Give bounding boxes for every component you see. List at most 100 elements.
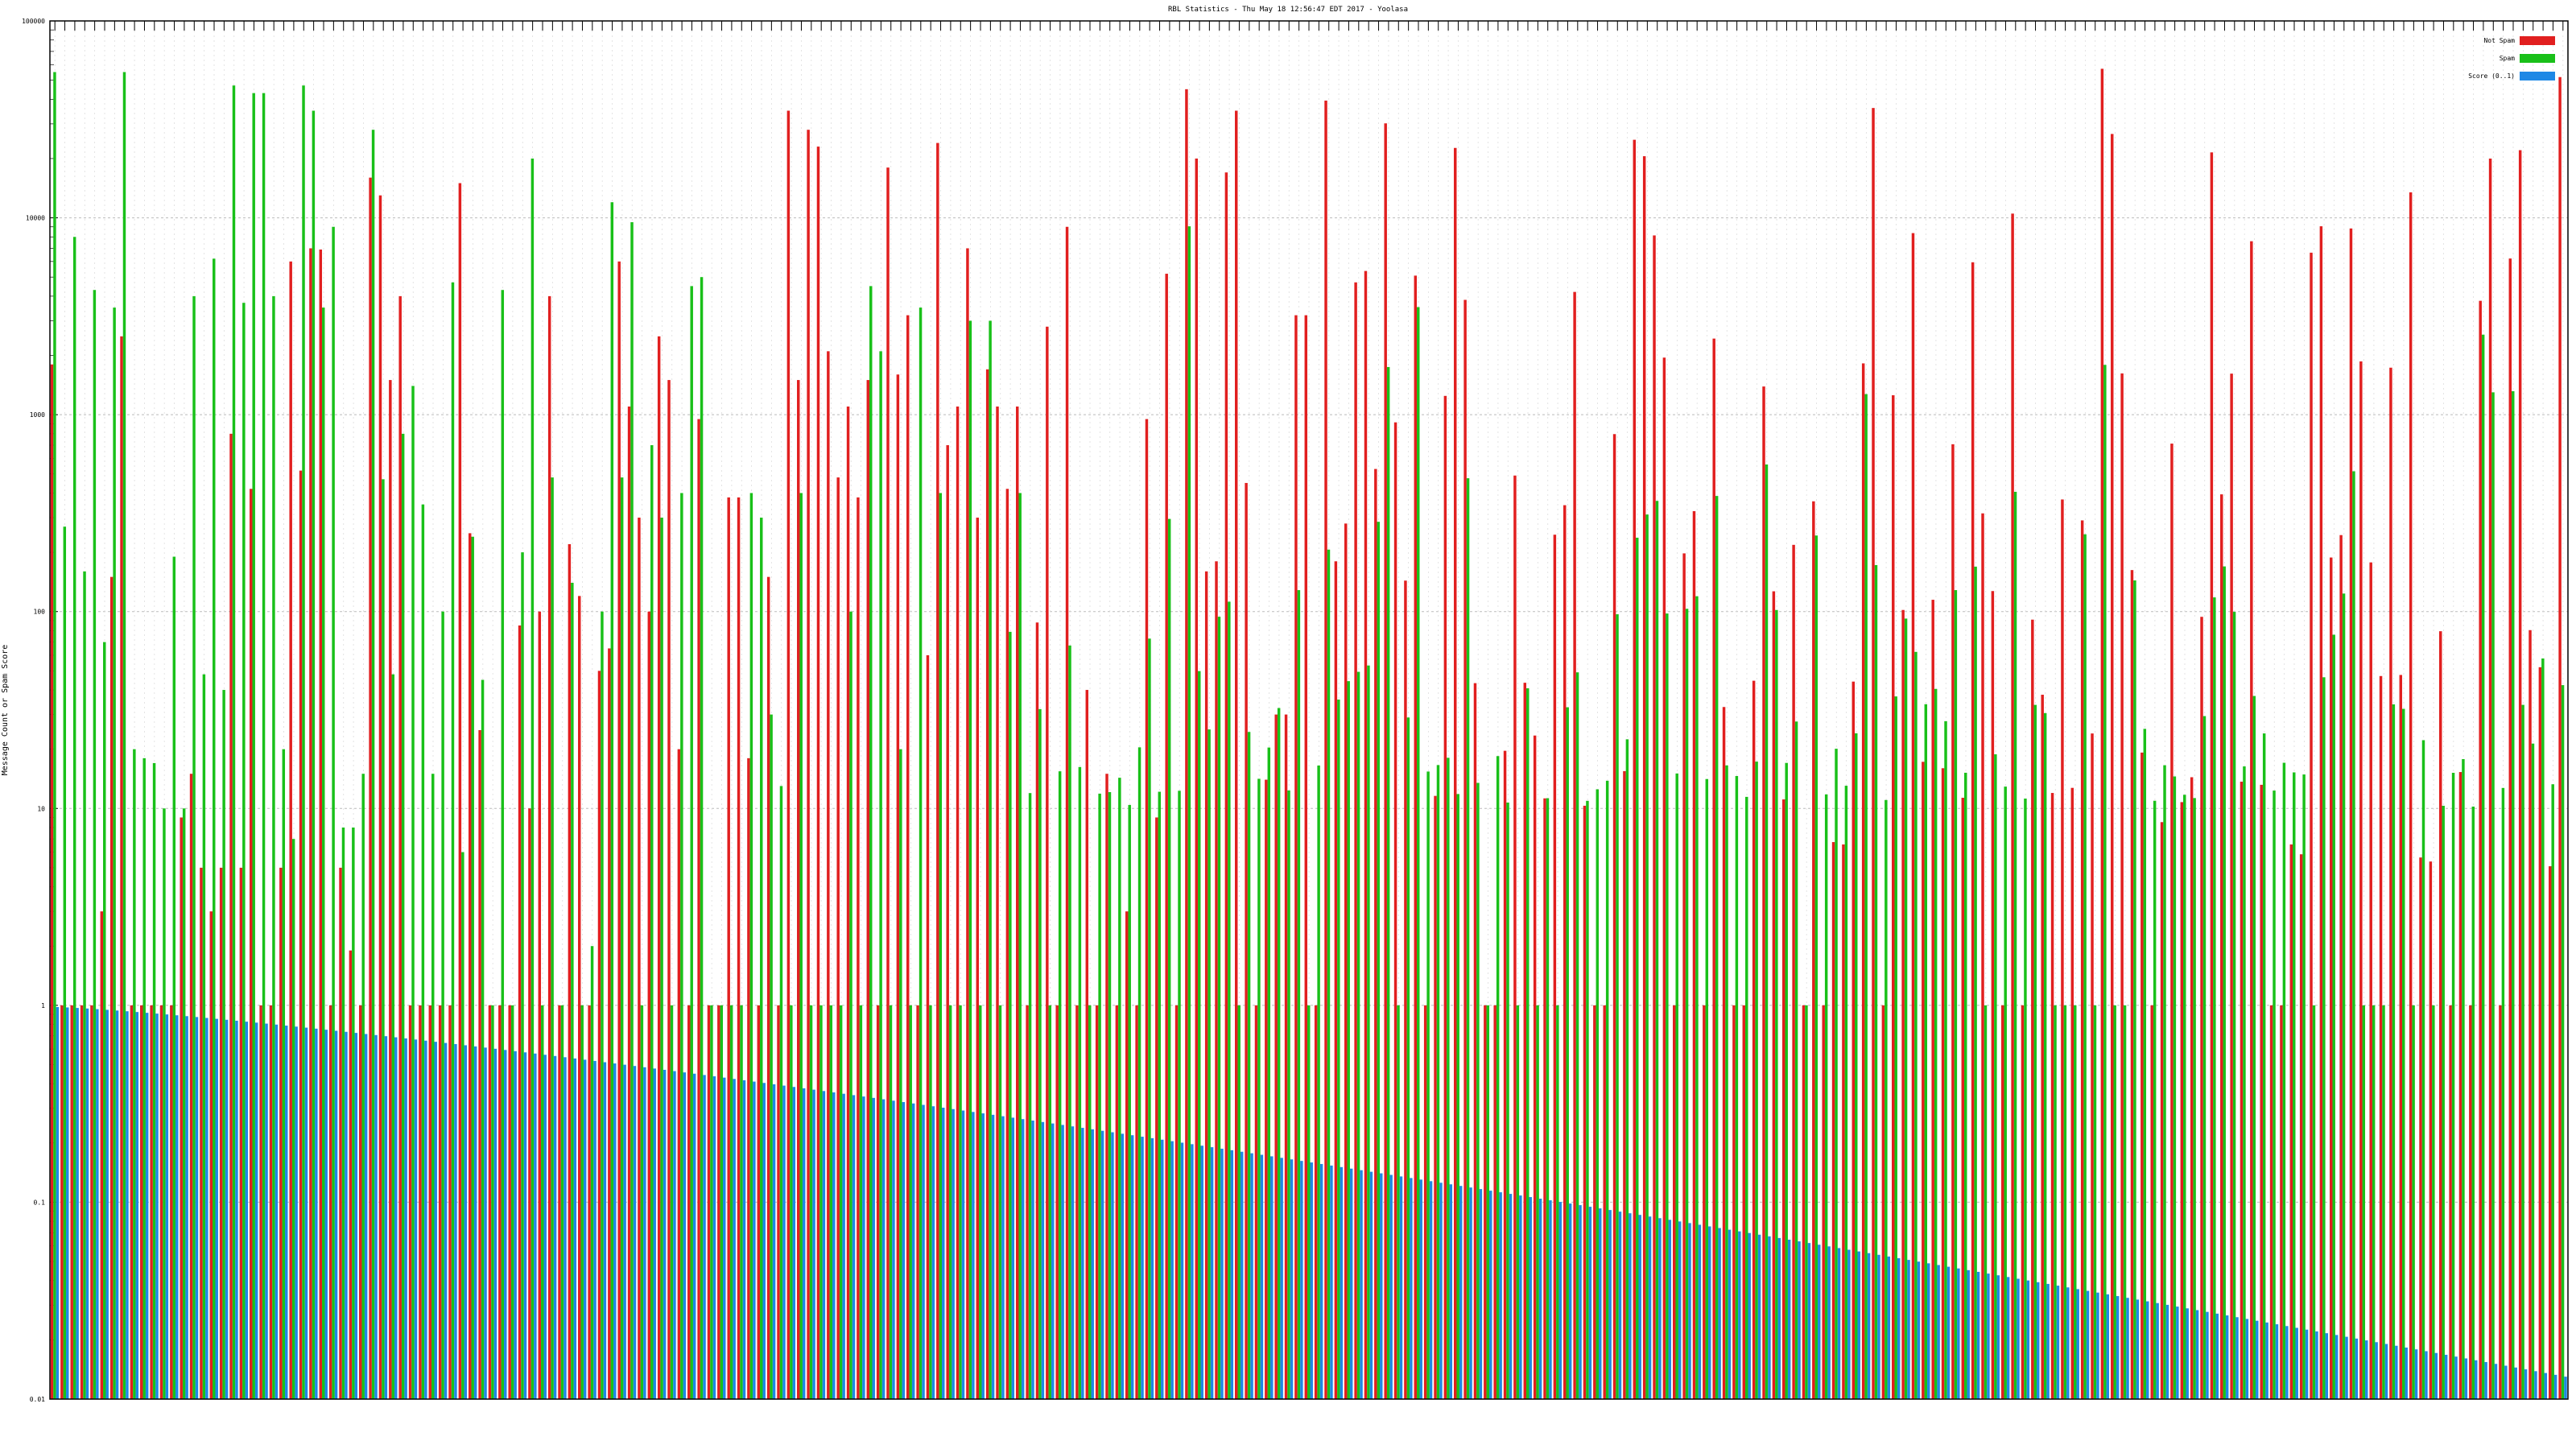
- bar-notspam: [608, 648, 611, 1399]
- bar-spam: [2561, 685, 2565, 1399]
- bar-notspam: [50, 364, 54, 1400]
- bar-spam: [1198, 671, 1201, 1399]
- bar-notspam: [2070, 787, 2074, 1399]
- bar-notspam: [180, 817, 183, 1399]
- chart-title: RBL Statistics - Thu May 18 12:56:47 EDT…: [1168, 6, 1408, 14]
- bar-score: [2056, 1286, 2060, 1399]
- bar-notspam: [1026, 1005, 1029, 1399]
- bar-score: [1439, 1183, 1443, 1399]
- bar-score: [1857, 1251, 1860, 1399]
- bar-score: [1708, 1226, 1711, 1399]
- bar-notspam: [2220, 494, 2223, 1399]
- bar-spam: [1605, 780, 1609, 1399]
- bar-score: [2334, 1335, 2339, 1399]
- bar-notspam: [707, 1005, 711, 1399]
- bar-notspam: [1732, 1005, 1736, 1399]
- bar-spam: [371, 130, 375, 1399]
- bar-notspam: [1633, 139, 1637, 1400]
- bar-score: [922, 1104, 925, 1399]
- bar-spam: [272, 295, 275, 1399]
- bar-notspam: [1692, 510, 1696, 1400]
- bar-spam: [849, 611, 852, 1399]
- bar-spam: [2342, 593, 2346, 1399]
- bar-notspam: [1046, 326, 1049, 1400]
- bar-score: [1021, 1119, 1025, 1399]
- bar-score: [334, 1030, 338, 1399]
- bar-notspam: [2529, 630, 2532, 1399]
- bar-score: [1629, 1213, 1632, 1399]
- bar-spam: [1566, 707, 1569, 1399]
- bar-notspam: [1682, 553, 1686, 1399]
- bar-score: [514, 1051, 517, 1399]
- bar-notspam: [2260, 784, 2263, 1399]
- bar-notspam: [996, 407, 999, 1399]
- bar-notspam: [1533, 735, 1537, 1399]
- bar-notspam: [299, 470, 303, 1399]
- bar-notspam: [130, 1005, 134, 1399]
- bar-notspam: [1872, 108, 1875, 1400]
- bar-score: [1319, 1163, 1323, 1399]
- bar-spam: [421, 504, 425, 1399]
- bar-score: [723, 1077, 726, 1399]
- bar-notspam: [1463, 299, 1467, 1399]
- bar-spam: [1536, 1005, 1539, 1399]
- bar-notspam: [1245, 482, 1248, 1399]
- bar-notspam: [458, 183, 462, 1400]
- bar-notspam: [2240, 782, 2244, 1399]
- bar-spam: [1855, 733, 1858, 1399]
- bar-notspam: [1603, 1005, 1606, 1399]
- bar-score: [2086, 1290, 2090, 1399]
- bar-spam: [382, 479, 385, 1399]
- bar-notspam: [448, 1005, 452, 1399]
- bar-notspam: [747, 758, 750, 1399]
- legend-label: Spam: [2500, 55, 2515, 62]
- bar-notspam: [1165, 274, 1168, 1399]
- bar-score: [504, 1050, 507, 1399]
- bar-spam: [2223, 566, 2226, 1399]
- bar-score: [832, 1092, 836, 1399]
- bar-score: [1549, 1200, 1552, 1399]
- bar-notspam: [966, 248, 969, 1399]
- bar-notspam: [319, 249, 323, 1399]
- bar-spam: [451, 282, 455, 1399]
- bar-spam: [411, 386, 415, 1400]
- bar-score: [285, 1026, 288, 1399]
- bar-spam: [2213, 597, 2216, 1399]
- bar-notspam: [2190, 777, 2194, 1399]
- bar-notspam: [1543, 798, 1546, 1399]
- bar-spam: [1874, 564, 1878, 1399]
- bar-spam: [1456, 794, 1459, 1399]
- bar-spam: [2432, 1005, 2435, 1399]
- bar-score: [792, 1087, 796, 1399]
- bar-notspam: [1812, 501, 1815, 1399]
- bar-spam: [1048, 1005, 1052, 1399]
- bar-score: [1449, 1184, 1453, 1399]
- bar-spam: [2163, 765, 2166, 1399]
- bar-spam: [2332, 634, 2335, 1399]
- bar-score: [56, 1007, 60, 1399]
- bar-spam: [2402, 708, 2405, 1399]
- bar-notspam: [1852, 681, 1856, 1399]
- bar-notspam: [359, 1005, 362, 1399]
- bar-spam: [2421, 740, 2425, 1399]
- bar-notspam: [369, 177, 372, 1399]
- bar-notspam: [189, 774, 193, 1399]
- bar-score: [374, 1034, 378, 1399]
- bar-score: [225, 1019, 229, 1399]
- bar-score: [822, 1091, 826, 1399]
- bar-notspam: [389, 380, 392, 1400]
- bar-score: [703, 1075, 706, 1399]
- bar-spam: [1417, 307, 1420, 1399]
- bar-spam: [1526, 688, 1530, 1399]
- bar-spam: [302, 85, 305, 1399]
- bar-spam: [2512, 390, 2515, 1399]
- bar-score: [564, 1057, 567, 1399]
- bar-notspam: [1473, 683, 1477, 1399]
- bar-spam: [650, 445, 654, 1399]
- bar-notspam: [727, 497, 730, 1399]
- bar-notspam: [1493, 1005, 1496, 1399]
- bar-spam: [1745, 796, 1748, 1399]
- bar-notspam: [1374, 469, 1377, 1399]
- bar-notspam: [209, 911, 213, 1399]
- bar-score: [1150, 1137, 1154, 1399]
